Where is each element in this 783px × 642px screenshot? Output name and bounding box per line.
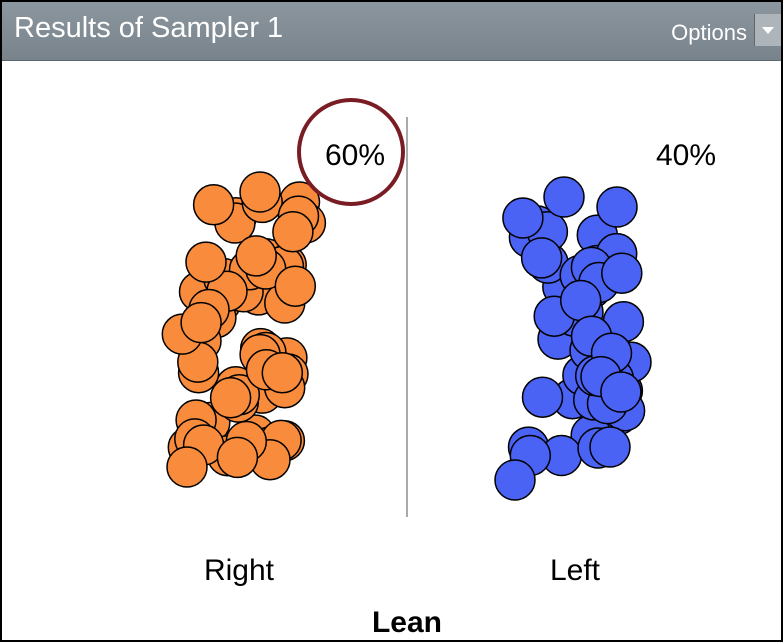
percent-label: 60%	[325, 139, 385, 172]
dot	[543, 176, 585, 218]
category-label: Left	[550, 554, 601, 587]
menu-arrow[interactable]	[754, 14, 781, 46]
axis-label: Lean	[372, 606, 442, 639]
window-title: Results of Sampler 1	[14, 12, 284, 44]
dot	[274, 265, 317, 307]
arrow-icon	[762, 27, 774, 34]
dot	[521, 376, 564, 418]
highlight-circle	[297, 98, 405, 206]
dot	[235, 235, 277, 277]
dot	[192, 184, 235, 226]
dot	[559, 279, 602, 322]
dot	[185, 241, 227, 283]
dot	[589, 426, 631, 468]
title-bar: Results of Sampler 1 Options	[2, 2, 781, 61]
dot	[494, 459, 536, 501]
dot	[166, 446, 208, 488]
dot	[239, 171, 281, 213]
dot	[600, 371, 642, 413]
dot	[596, 186, 638, 228]
dots	[161, 171, 652, 501]
category-label: Right	[204, 554, 275, 587]
percent-label: 40%	[656, 139, 716, 172]
dot	[601, 252, 643, 294]
dot	[216, 436, 259, 479]
dot	[502, 197, 544, 239]
dot	[209, 377, 252, 419]
dot	[520, 237, 563, 279]
options-menu[interactable]: Options	[671, 20, 747, 45]
dot	[180, 301, 222, 344]
dot	[261, 352, 304, 394]
dot	[272, 211, 314, 253]
